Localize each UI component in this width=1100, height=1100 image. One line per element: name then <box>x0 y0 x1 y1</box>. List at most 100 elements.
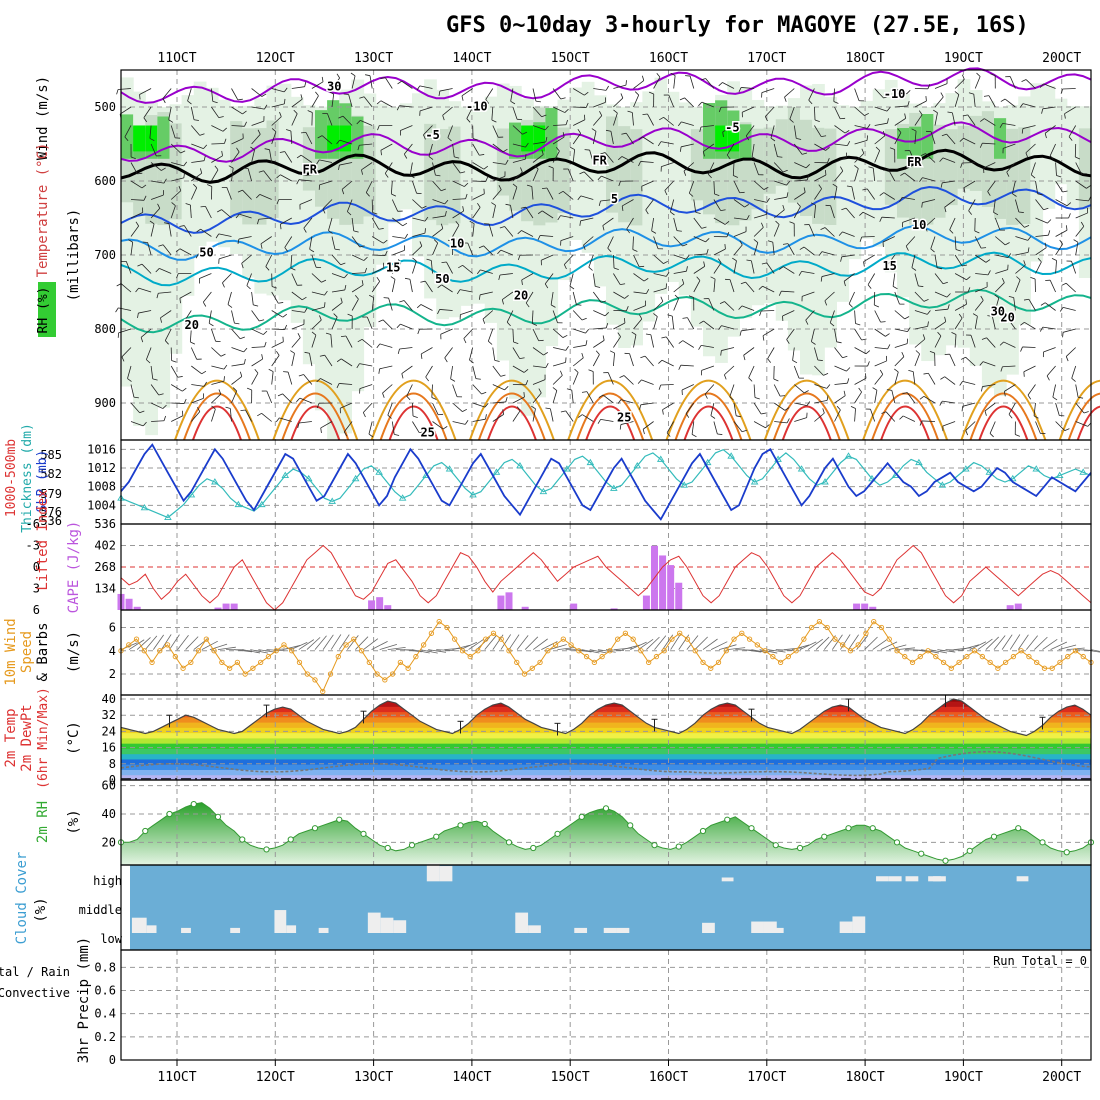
wind-barb <box>372 254 386 256</box>
wind-barb <box>300 154 313 163</box>
wind-barb <box>1075 226 1085 237</box>
surface-wind-barb <box>913 649 932 653</box>
wind-barb <box>934 254 938 268</box>
wind-barb <box>851 186 855 200</box>
wind-barb <box>263 170 273 182</box>
wind-barb-flag <box>966 276 971 281</box>
wind-barb-flag <box>760 222 764 228</box>
wind-barb-flag <box>904 113 907 119</box>
wind-barb <box>834 328 838 342</box>
rh-shade-light <box>278 83 292 301</box>
wind-barb <box>130 384 135 398</box>
wind-barb <box>491 106 494 120</box>
wind-barb <box>673 236 683 247</box>
surface-wind-barb <box>290 642 308 650</box>
wind-barb-flag <box>923 372 929 375</box>
rh-shade-bright <box>715 125 728 152</box>
wind-barb-flag <box>442 115 445 121</box>
wind-barb <box>733 180 740 193</box>
wind-barb-flag <box>1001 277 1005 283</box>
wind-barb <box>488 223 494 237</box>
wind-speed-point <box>808 624 815 631</box>
wind-barb <box>673 75 676 89</box>
wind-barb-flag <box>264 341 267 347</box>
wind-barb <box>432 402 439 415</box>
wind-barb-flag <box>926 310 931 315</box>
wind-barb-flag <box>525 302 530 308</box>
wind-barb <box>633 291 647 294</box>
surface-wind-barb <box>1017 634 1029 650</box>
wind-barb <box>170 190 182 200</box>
wind-speed-point <box>731 636 737 642</box>
wind-barb-flag <box>472 138 478 141</box>
wind-barb-flag <box>241 263 244 269</box>
wind-barb-flag <box>1008 296 1014 298</box>
wind-barb <box>991 316 996 330</box>
wind-barb <box>902 217 916 223</box>
wind-barb-flag <box>1083 411 1089 414</box>
wind-barb-flag <box>576 304 582 306</box>
wind-barb <box>567 168 574 182</box>
surface-wind-barb <box>153 634 164 650</box>
wind-barb-flag <box>311 331 317 336</box>
wind-barb <box>409 162 413 176</box>
wind-barb-flag <box>907 327 911 332</box>
thickness-marker <box>750 478 759 485</box>
wind-barb-flag <box>855 323 861 326</box>
wind-barb <box>748 365 755 378</box>
wind-barb <box>995 254 1009 259</box>
wind-barb <box>854 125 868 129</box>
wind-barb <box>361 338 373 348</box>
wind-speed-point <box>444 624 450 631</box>
wind-barb-flag <box>961 74 965 80</box>
wind-barb <box>602 217 614 226</box>
wind-barb-flag <box>839 166 844 172</box>
wind-barb-flag <box>960 356 966 360</box>
surface-wind-barb <box>646 636 660 650</box>
wind-barb-flag <box>651 230 657 234</box>
wind-barb <box>231 88 239 101</box>
wind-barb <box>761 88 775 93</box>
surface-wind-barb <box>686 635 699 650</box>
wind-barb-flag <box>1040 302 1046 306</box>
wind-barb <box>623 375 634 385</box>
wind-barb-flag <box>1044 133 1047 139</box>
wind-barb <box>726 143 735 156</box>
rh-shade-light <box>387 106 401 224</box>
wind-barb-flag <box>488 340 493 345</box>
cape-bar <box>570 603 578 610</box>
rh-shade-mid <box>969 115 983 191</box>
surface-wind-barb <box>379 643 398 650</box>
rh-shade-light <box>484 96 498 323</box>
wind-barb-flag <box>261 93 267 97</box>
wind-barb <box>211 328 216 342</box>
wind-speed-point <box>863 630 869 636</box>
wind-barb-flag <box>685 413 690 418</box>
wind-barb-flag <box>301 296 307 301</box>
wind-barb <box>211 393 222 404</box>
wind-barb <box>424 280 433 293</box>
wind-barb-flag <box>512 183 518 188</box>
wind-barb <box>403 300 413 311</box>
wind-barb-flag <box>700 78 706 81</box>
wind-barb-flag <box>377 125 380 131</box>
wind-barb-flag <box>738 305 743 310</box>
wind-barb-flag <box>255 194 261 199</box>
wind-barb-flag <box>182 387 187 392</box>
wind-barb <box>401 80 413 89</box>
wind-barb <box>403 143 413 155</box>
wind-barb-flag <box>724 374 727 380</box>
wind-speed-point <box>335 653 341 660</box>
wind-barb <box>391 199 399 212</box>
wind-barb <box>863 254 875 263</box>
wind-barb-flag <box>550 304 556 308</box>
cape-bar <box>869 606 877 610</box>
wind-barb-flag <box>522 131 528 135</box>
wind-barb <box>266 390 273 404</box>
wind-barb-flag <box>577 128 581 134</box>
wind-barb <box>602 394 614 404</box>
wind-speed-point <box>420 642 427 648</box>
wind-barb <box>168 106 172 120</box>
rh-shade-bright <box>327 125 340 152</box>
cape-bar <box>125 598 133 610</box>
